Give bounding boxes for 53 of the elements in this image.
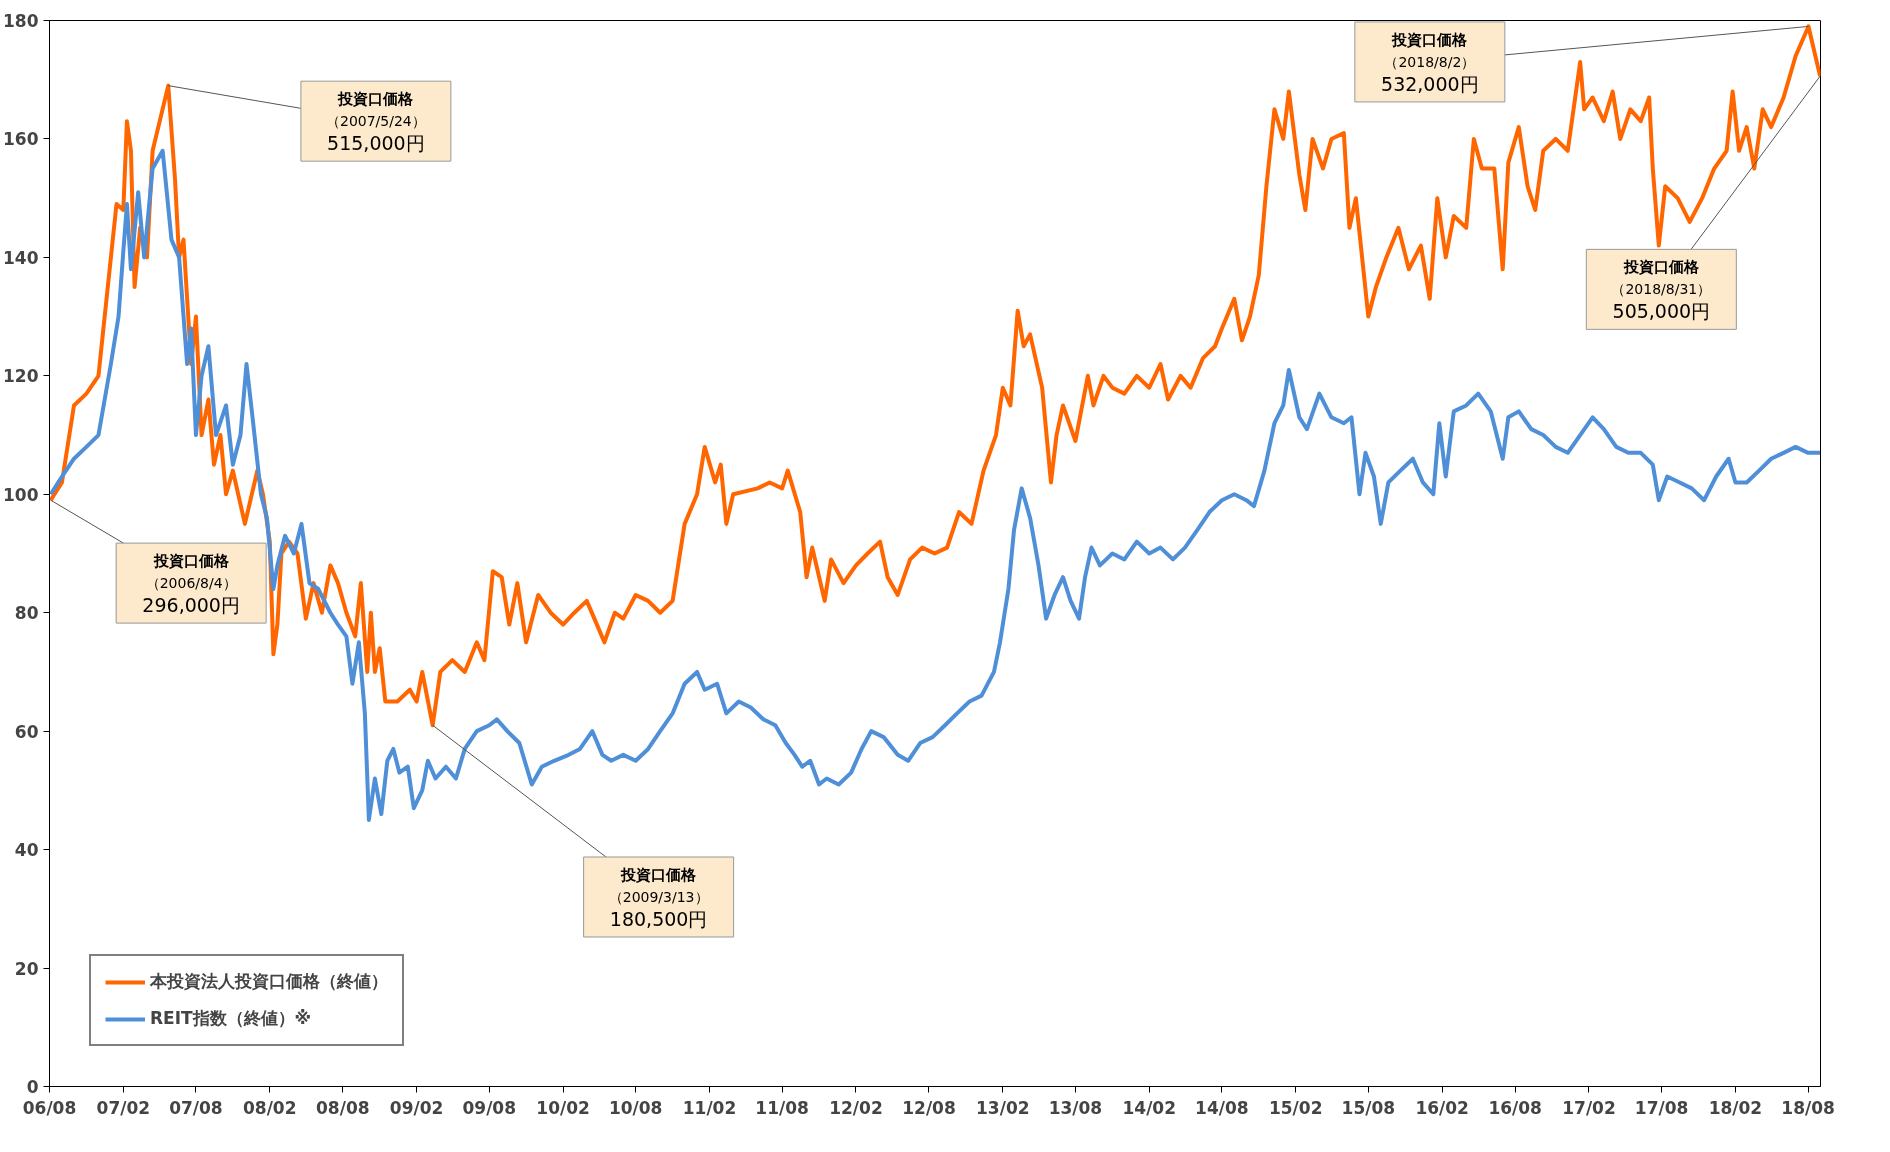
x-tick-label: 07/02 — [96, 1097, 151, 1118]
x-tick-label: 16/02 — [1415, 1097, 1469, 1118]
line-series — [49, 24, 1821, 728]
y-tick-label: 40 — [14, 840, 39, 861]
y-tick-label: 120 — [3, 366, 39, 387]
x-tick-label: 08/02 — [243, 1097, 297, 1118]
x-tick-label: 10/02 — [536, 1097, 590, 1118]
y-tick-label: 160 — [3, 129, 39, 150]
annotation: 180,500円 — [609, 907, 708, 930]
x-tick-label: 17/02 — [1562, 1097, 1616, 1118]
x-tick-label: 11/08 — [755, 1097, 809, 1118]
annotation: 投資口価格 — [1622, 258, 1700, 277]
x-tick-label: 08/08 — [316, 1097, 370, 1118]
x-tick-label: 18/08 — [1781, 1097, 1835, 1118]
legend-label: REIT指数（終値）※ — [150, 1007, 312, 1030]
annotation: 投資口価格 — [620, 865, 698, 884]
annotation: 296,000円 — [142, 594, 240, 617]
annotation: （2018/8/2） — [1384, 53, 1476, 70]
x-tick-label: 09/02 — [389, 1097, 444, 1118]
x-tick-label: 15/08 — [1341, 1097, 1396, 1118]
x-tick-label: 11/02 — [682, 1097, 737, 1118]
x-tick-label: 06/08 — [22, 1097, 77, 1118]
x-tick-label: 18/02 — [1708, 1097, 1763, 1118]
x-tick-label: 14/02 — [1122, 1097, 1177, 1118]
annotation: （2018/8/31） — [1611, 281, 1712, 298]
x-tick-label: 10/08 — [608, 1097, 663, 1118]
y-tick-label: 0 — [26, 1077, 39, 1097]
annotation: 投資口価格 — [152, 552, 230, 571]
x-tick-label: 17/08 — [1634, 1097, 1689, 1118]
x-tick-label: 09/08 — [462, 1097, 517, 1118]
annotation: 投資口価格 — [1391, 30, 1469, 49]
annotation: （2007/5/24） — [326, 113, 426, 130]
y-tick-label: 60 — [14, 721, 39, 742]
annotation: 532,000円 — [1381, 72, 1479, 95]
annotation: 515,000円 — [327, 132, 425, 155]
annotation: （2006/8/4） — [145, 575, 237, 592]
x-tick-label: 12/02 — [829, 1097, 883, 1118]
x-tick-label: 07/08 — [169, 1097, 223, 1118]
x-tick-label: 13/08 — [1048, 1097, 1103, 1118]
annotation: 投資口価格 — [337, 90, 415, 109]
y-tick-label: 180 — [3, 11, 39, 31]
annotation: （2009/3/13） — [608, 888, 709, 905]
annotation: 505,000円 — [1612, 300, 1711, 323]
x-tick-label: 13/02 — [976, 1097, 1030, 1118]
x-tick-label: 16/08 — [1488, 1097, 1542, 1118]
y-tick-label: 20 — [14, 958, 39, 979]
y-tick-label: 80 — [14, 603, 39, 624]
x-tick-label: 14/08 — [1195, 1097, 1249, 1118]
y-tick-label: 140 — [3, 247, 39, 268]
x-tick-label: 15/02 — [1268, 1097, 1323, 1118]
x-tick-label: 12/08 — [902, 1097, 956, 1118]
y-tick-label: 100 — [3, 484, 39, 505]
legend-label: 本投資法人投資口価格（終値） — [150, 970, 388, 993]
